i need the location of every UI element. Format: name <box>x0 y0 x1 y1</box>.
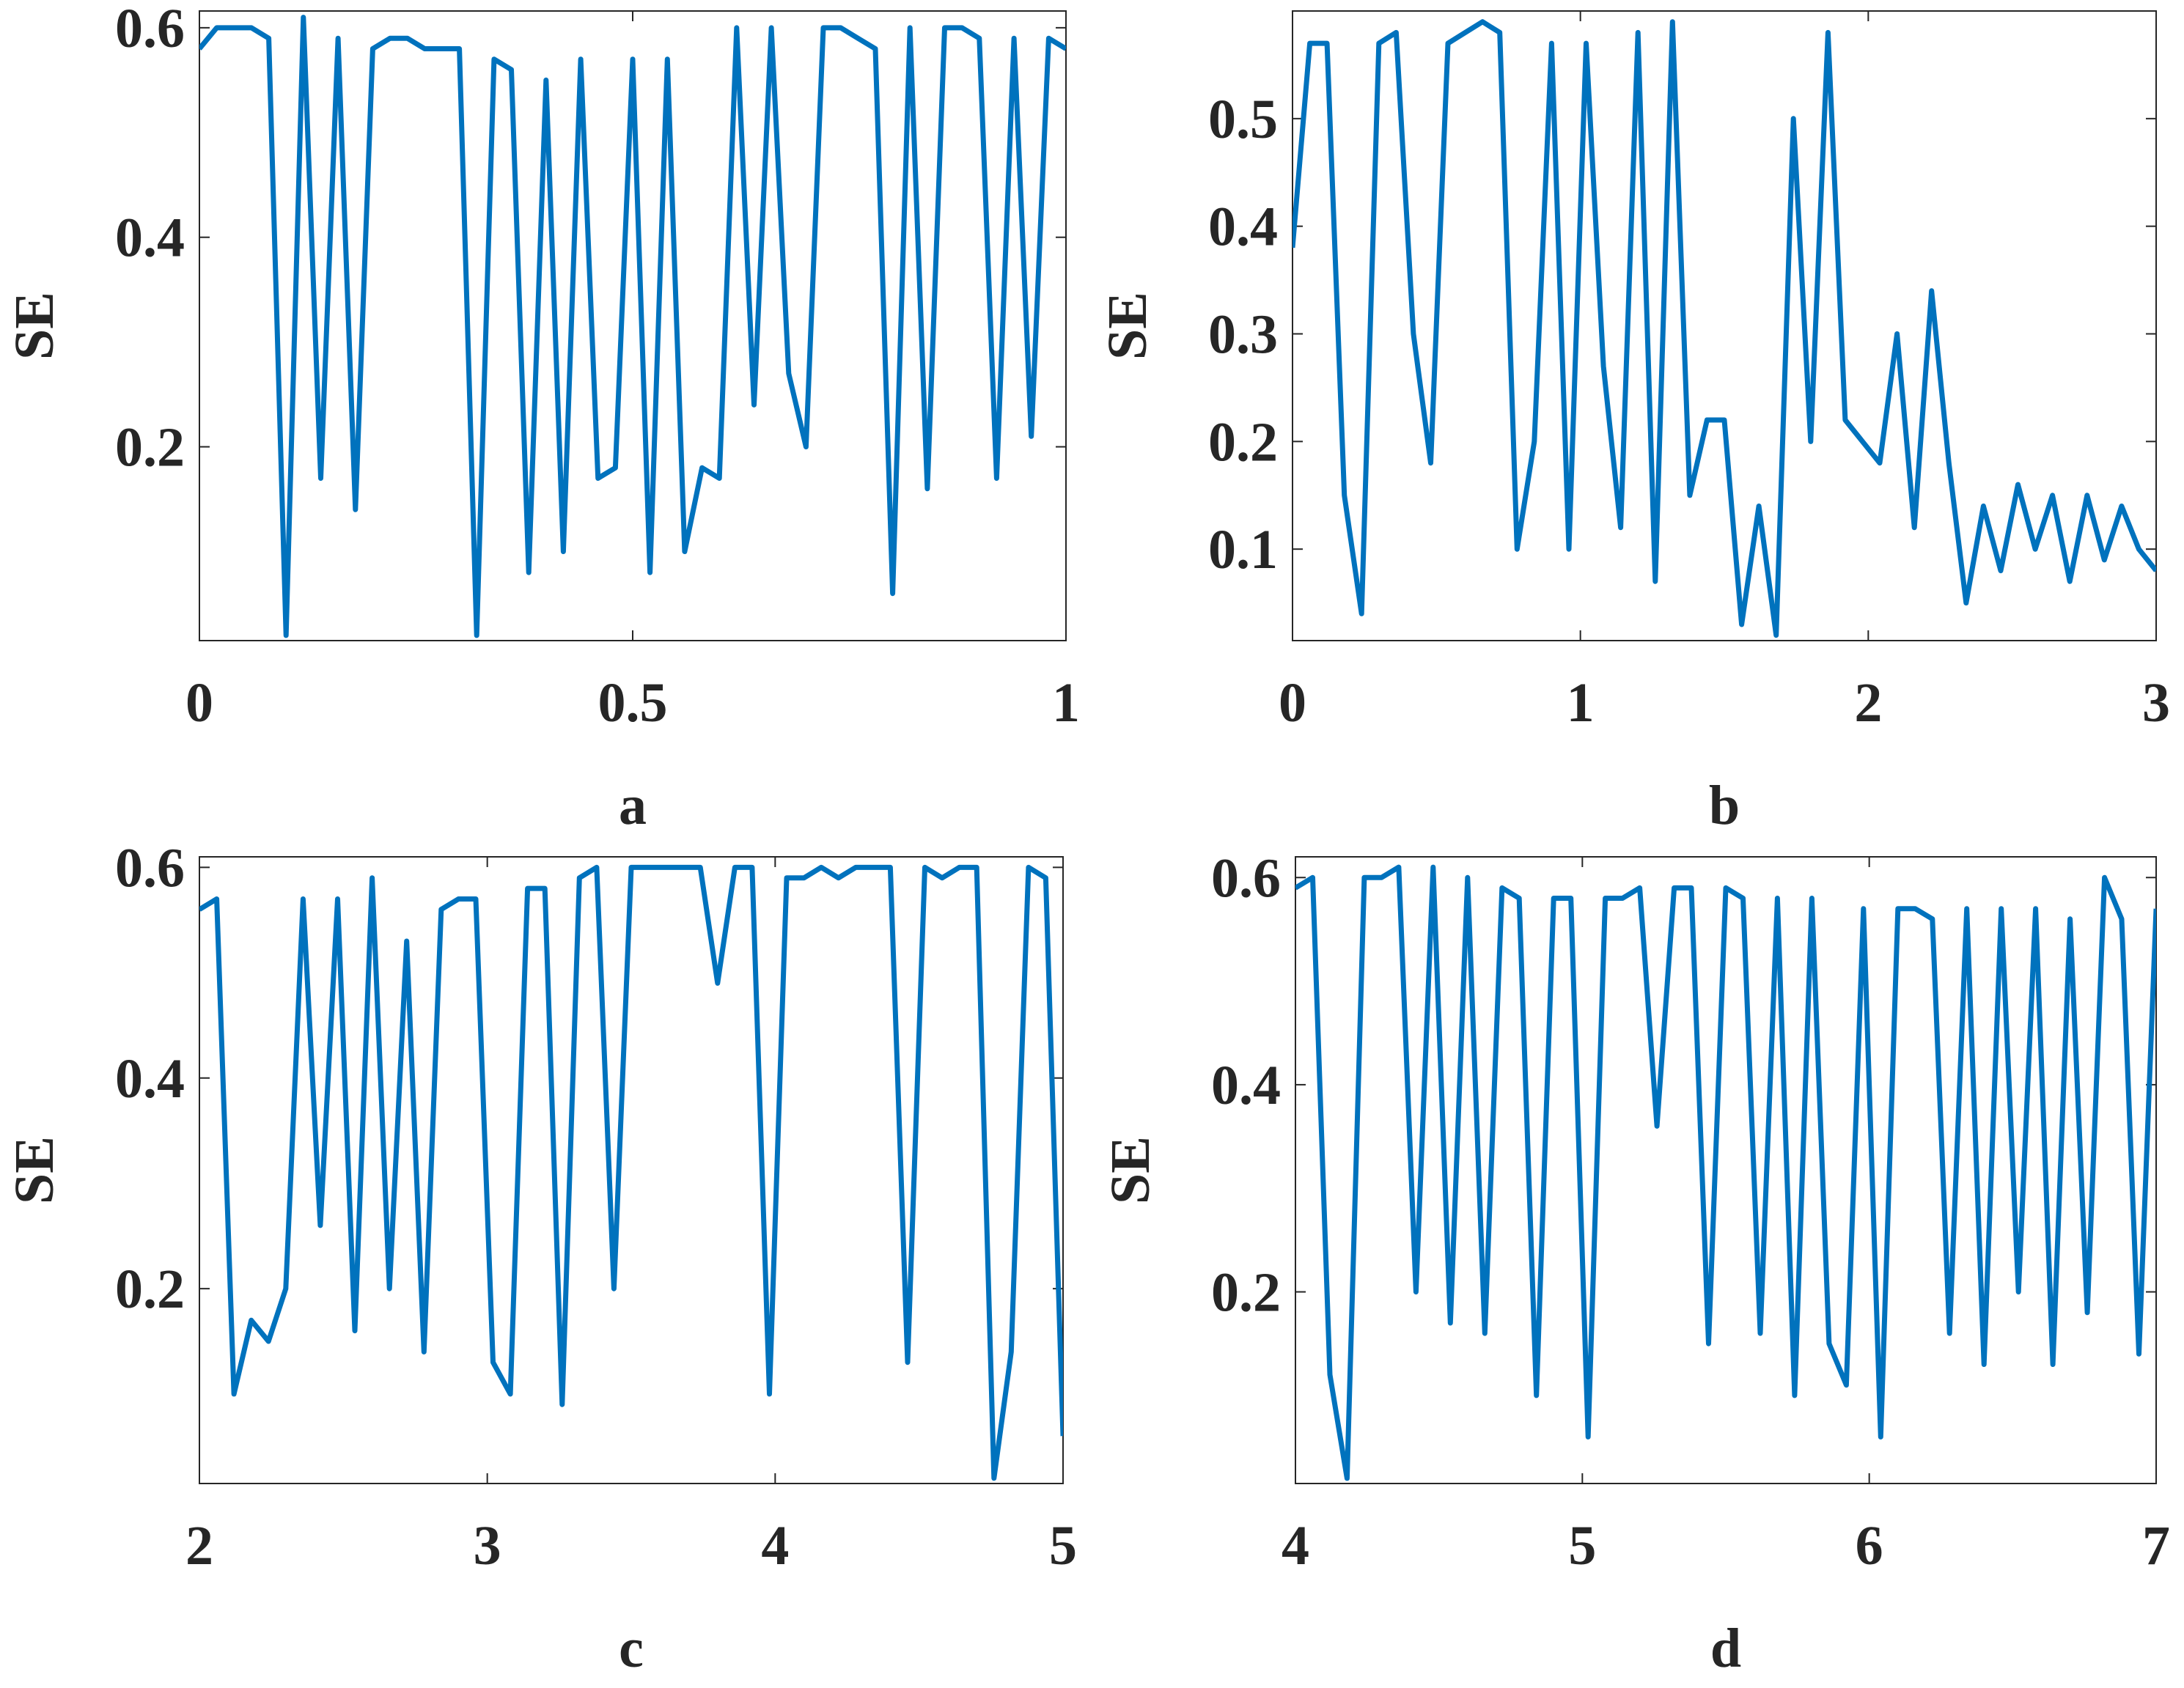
x-tick-label: 7 <box>2142 1515 2170 1577</box>
y-tick-label: 0.1 <box>1208 519 1278 581</box>
chart-panel: 0.2 0.4 0.6 0 0.5 1 a SE <box>4 0 1080 836</box>
y-axis-label: SE <box>4 292 65 360</box>
data-line <box>1293 19 2156 638</box>
x-axis-label: c <box>619 1618 644 1679</box>
x-tick-label: 0.5 <box>598 672 668 734</box>
y-tick-label: 0.6 <box>115 837 185 899</box>
y-tick-label: 0.4 <box>1211 1055 1281 1116</box>
data-line <box>199 864 1063 1481</box>
y-axis-label: SE <box>1100 1136 1161 1204</box>
chart-panel: 0.2 0.4 0.6 4 5 6 7 d SE <box>1100 847 2170 1679</box>
x-tick-label: 1 <box>1052 672 1080 734</box>
x-tick-label: 5 <box>1049 1515 1077 1577</box>
x-tick-label: 6 <box>1856 1515 1883 1577</box>
y-tick-label: 0.4 <box>115 207 185 269</box>
y-axis-label: SE <box>1097 292 1158 360</box>
y-tick-label: 0.2 <box>115 417 185 479</box>
x-tick-label: 1 <box>1567 672 1595 734</box>
y-tick-label: 0.4 <box>115 1048 185 1110</box>
x-axis-label: b <box>1709 775 1740 836</box>
y-tick-label: 0.2 <box>1211 1262 1281 1324</box>
x-tick-label: 3 <box>474 1515 501 1577</box>
y-tick-label: 0.5 <box>1208 89 1278 150</box>
chart-panel: 0.2 0.4 0.6 2 3 4 5 c SE <box>4 837 1077 1679</box>
x-axis-label: a <box>619 775 647 836</box>
x-tick-label: 0 <box>185 672 213 734</box>
x-tick-label: 0 <box>1279 672 1306 734</box>
x-tick-label: 4 <box>761 1515 789 1577</box>
x-tick-label: 2 <box>1854 672 1882 734</box>
chart-panel: 0.1 0.2 0.3 0.4 0.5 0 1 2 3 b SE <box>1097 10 2170 836</box>
x-axis-label: d <box>1710 1618 1741 1679</box>
plot-area <box>199 856 1064 1484</box>
y-tick-label: 0.6 <box>115 0 185 59</box>
x-tick-label: 4 <box>1282 1515 1309 1577</box>
x-tick-label: 3 <box>2142 672 2170 734</box>
y-tick-label: 0.4 <box>1208 196 1278 258</box>
x-tick-label: 5 <box>1568 1515 1596 1577</box>
plot-area <box>1292 10 2157 641</box>
y-tick-label: 0.3 <box>1208 304 1278 366</box>
y-tick-label: 0.2 <box>1208 411 1278 473</box>
y-axis-label: SE <box>4 1136 65 1204</box>
y-tick-label: 0.2 <box>115 1258 185 1320</box>
data-line <box>199 15 1066 638</box>
y-tick-label: 0.6 <box>1211 847 1281 909</box>
x-tick-label: 2 <box>185 1515 213 1577</box>
data-line <box>1295 864 2156 1481</box>
